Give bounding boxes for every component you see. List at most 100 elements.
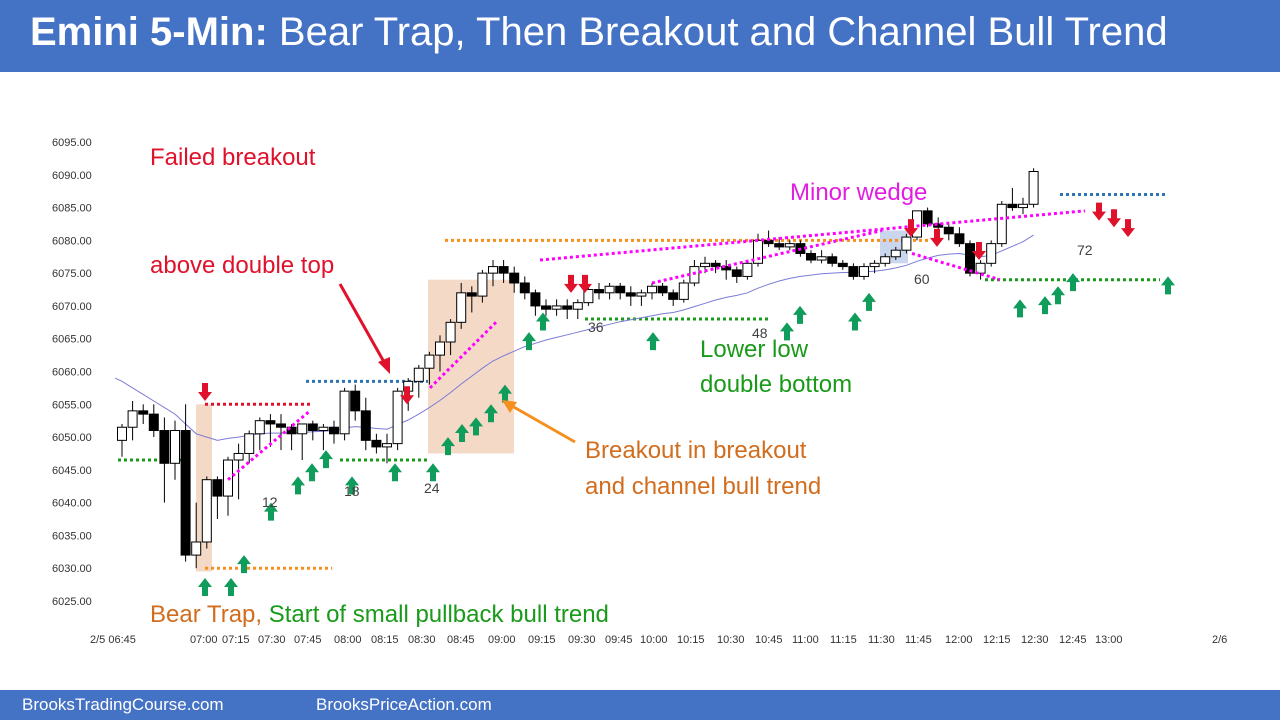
bull-arrow: [1038, 296, 1052, 315]
bull-candle-body: [170, 430, 180, 464]
x-tick-label: 08:45: [447, 634, 475, 646]
candle: [806, 250, 816, 264]
bull-candle-body: [816, 256, 827, 261]
candle: [138, 404, 149, 424]
bull-arrow: [345, 476, 359, 495]
candle: [339, 387, 350, 441]
bear-candle-body: [541, 305, 551, 310]
bull-arrow: [388, 463, 402, 482]
x-tick-label: 11:45: [905, 634, 932, 646]
title-bold: Emini 5-Min:: [30, 10, 268, 54]
bull-arrow: [793, 305, 807, 324]
candle: [943, 223, 954, 241]
label-bear-trap-line: Bear Trap, Start of small pullback bull …: [150, 601, 609, 628]
candle: [244, 430, 255, 464]
candle: [254, 417, 265, 451]
bear-candle-body: [965, 243, 975, 274]
bear-candle-body: [625, 292, 636, 297]
candle: [986, 240, 997, 267]
candle: [466, 286, 477, 313]
candle: [360, 397, 371, 451]
bear-candle-body: [509, 272, 520, 284]
bull-candle-body: [551, 305, 562, 310]
candle: [583, 286, 594, 306]
bull-candle-body: [1028, 171, 1039, 205]
bull-candle-body: [647, 285, 657, 294]
bear-candle-body: [710, 262, 721, 268]
candle: [297, 423, 308, 461]
x-tick-label: 2/6: [1212, 634, 1227, 646]
bull-candle-body: [413, 367, 424, 382]
bull-candle-body: [636, 292, 647, 297]
bear-candle-body: [721, 266, 732, 271]
x-tick-label: 10:00: [640, 634, 668, 646]
bear-arrow: [1121, 219, 1135, 238]
x-tick-label: 11:15: [830, 634, 857, 646]
title-rest: Bear Trap, Then Breakout and Channel Bul…: [267, 10, 1168, 54]
bull-candle-body: [1018, 203, 1028, 209]
x-tick-label: 08:30: [408, 634, 436, 646]
candle: [869, 260, 880, 274]
x-tick-label: 07:15: [222, 634, 250, 646]
bull-candle-body: [890, 249, 901, 258]
candle: [509, 266, 520, 293]
y-tick-label: 6055.00: [52, 399, 92, 411]
bull-candle-body: [254, 420, 265, 435]
y-tick-label: 6030.00: [52, 563, 92, 575]
footer-banner: BrooksTradingCourse.com BrooksPriceActio…: [0, 690, 1280, 720]
candle: [594, 282, 604, 300]
label-bull-start: Start of small pullback bull trend: [262, 601, 609, 628]
footer-link-course[interactable]: BrooksTradingCourse.com: [22, 695, 224, 714]
bull-candle-body: [392, 390, 403, 445]
x-tick-label: 12:15: [983, 634, 1011, 646]
candle: [265, 414, 276, 447]
bear-candle-body: [329, 426, 339, 435]
candle: [731, 266, 742, 283]
x-tick-label: 07:00: [190, 634, 218, 646]
footer-link-priceaction[interactable]: BrooksPriceAction.com: [316, 695, 492, 714]
y-axis: 6095.00 6090.00 6085.00 6080.00 6075.00 6070.…: [52, 137, 92, 608]
candle: [159, 417, 170, 503]
bear-arrow: [904, 219, 918, 238]
bear-candle-body: [731, 269, 742, 277]
bear-candle-body: [848, 266, 859, 277]
bear-candle-body: [933, 223, 944, 228]
x-tick-label: 12:00: [945, 634, 973, 646]
bull-candle-body: [233, 452, 244, 461]
bear-candle-body: [774, 243, 785, 248]
bear-candle-body: [668, 292, 679, 300]
bull-candle-body: [859, 266, 869, 277]
bear-candle-body: [212, 479, 223, 497]
candle: [848, 263, 859, 280]
bear-candle-body: [360, 410, 371, 441]
candle: [413, 364, 424, 398]
candle: [498, 260, 509, 283]
bull-arrow: [1051, 286, 1065, 305]
candle: [477, 269, 488, 303]
bull-candle-body: [435, 341, 445, 356]
y-tick-label: 6085.00: [52, 203, 92, 215]
bear-candle-body: [594, 289, 604, 294]
candle: [837, 260, 848, 270]
candle: [148, 404, 159, 438]
y-tick-label: 6045.00: [52, 465, 92, 477]
bear-candle-body: [307, 423, 318, 432]
bull-candle-body: [191, 541, 202, 556]
x-tick-label: 08:15: [371, 634, 399, 646]
candle: [551, 299, 562, 316]
bull-candle-body: [572, 302, 583, 310]
bull-arrow: [264, 502, 278, 521]
bull-arrow: [1066, 273, 1080, 292]
bear-candle-body: [498, 266, 509, 274]
candle: [456, 282, 467, 329]
bull-candle-body: [975, 262, 986, 274]
bull-candle-body: [742, 262, 753, 277]
bar-number-label: 60: [914, 271, 930, 287]
bull-candle-body: [297, 423, 308, 435]
candle: [424, 351, 435, 385]
candle: [445, 319, 456, 356]
bear-candle-body: [943, 226, 954, 235]
bull-candle-body: [901, 236, 912, 251]
y-tick-label: 6035.00: [52, 530, 92, 542]
x-tick-label: 09:30: [568, 634, 596, 646]
